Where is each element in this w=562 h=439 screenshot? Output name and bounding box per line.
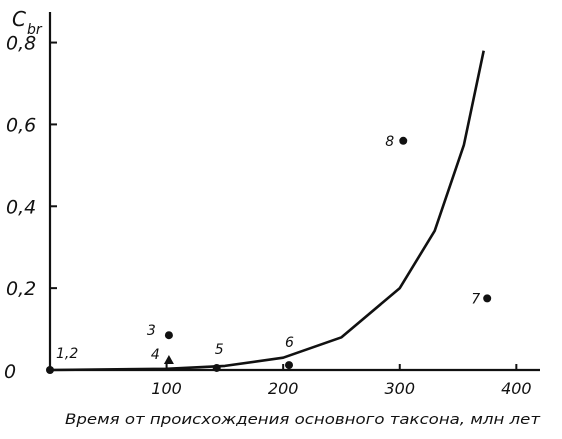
data-point-label: 4 — [151, 347, 160, 363]
axes — [48, 12, 540, 372]
data-point-label: 1,2 — [56, 346, 78, 362]
x-tick-label: 400 — [501, 379, 532, 398]
data-point-label: 7 — [471, 291, 480, 307]
data-point-label: 3 — [147, 323, 156, 339]
y-axis-label: C — [12, 7, 26, 31]
data-point — [483, 294, 492, 303]
x-tick-label: 300 — [384, 379, 415, 398]
x-axis-title: Время от происхождения основного таксона… — [65, 412, 541, 428]
y-tick-label: 0,6 — [6, 114, 36, 136]
data-point-label: 8 — [385, 134, 394, 150]
data-point — [164, 331, 173, 340]
points-layer: 1,2 3 4 5 6 7 8 — [46, 134, 492, 374]
data-point-label: 5 — [215, 342, 224, 358]
y-tick-label: 0,2 — [6, 278, 36, 300]
data-point-label: 6 — [285, 335, 294, 351]
y-tick-label: 0,8 — [6, 33, 36, 55]
y-axis-label-subscript: br — [27, 22, 43, 38]
y-tick-label: 0,4 — [6, 196, 36, 218]
x-tick-label: 200 — [268, 379, 299, 398]
data-point-triangle — [163, 354, 174, 364]
x-tick-label: 100 — [151, 379, 182, 398]
data-point — [285, 361, 293, 370]
data-point — [212, 363, 221, 372]
curve-layer — [49, 50, 485, 372]
trend-curve — [49, 50, 485, 372]
data-point — [46, 366, 54, 374]
data-point — [399, 136, 408, 145]
origin-label: 0 — [4, 361, 16, 383]
ticks: 100 200 300 400 0,2 0,4 0,6 0,8 — [6, 33, 532, 398]
